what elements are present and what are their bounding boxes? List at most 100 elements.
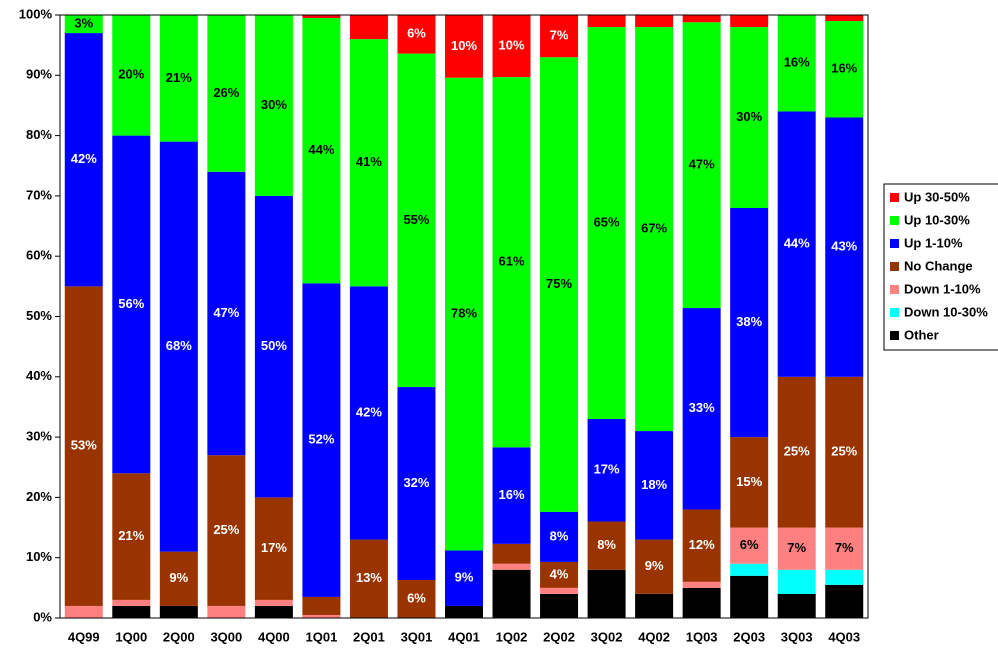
- bar-segment: [587, 27, 626, 420]
- bar-segment: [777, 376, 816, 528]
- bar-segment: [730, 27, 769, 208]
- x-tick-label: 1Q00: [115, 629, 147, 644]
- legend-label: Up 30-50%: [904, 189, 970, 204]
- data-label: 4%: [550, 566, 569, 581]
- data-label: 10%: [499, 37, 525, 52]
- bar-segment: [159, 15, 198, 142]
- data-label: 16%: [784, 55, 810, 70]
- bar-segment: [254, 605, 293, 618]
- y-tick-label: 40%: [26, 368, 52, 383]
- x-tick-label: 1Q02: [496, 629, 528, 644]
- y-tick-label: 80%: [26, 127, 52, 142]
- data-label: 16%: [831, 61, 857, 76]
- x-tick-label: 2Q00: [163, 629, 195, 644]
- bar-segment: [682, 587, 721, 618]
- bar-segment: [730, 437, 769, 528]
- bar-segment: [112, 135, 151, 474]
- legend-label: Down 10-30%: [904, 304, 988, 319]
- x-tick-label: 3Q00: [210, 629, 242, 644]
- bar-segment: [254, 15, 293, 196]
- x-tick-label: 1Q01: [306, 629, 338, 644]
- bar-segment: [825, 569, 864, 585]
- y-tick-label: 50%: [26, 308, 52, 323]
- bar-segment: [682, 308, 721, 510]
- legend-swatch: [890, 216, 899, 225]
- bar-segment: [587, 569, 626, 618]
- data-label: 32%: [403, 475, 429, 490]
- bar-segment: [207, 605, 246, 618]
- bar-segment: [682, 509, 721, 582]
- data-label: 17%: [594, 462, 620, 477]
- data-label: 12%: [689, 537, 715, 552]
- bar-segment: [64, 33, 103, 287]
- bar-segment: [682, 22, 721, 309]
- x-tick-label: 3Q02: [591, 629, 623, 644]
- bar-segment: [635, 27, 674, 432]
- bar-segment: [635, 593, 674, 618]
- data-label: 7%: [550, 28, 569, 43]
- bar-segment: [540, 57, 579, 512]
- bar-segment: [254, 599, 293, 606]
- legend-label: Down 1-10%: [904, 281, 981, 296]
- data-label: 68%: [166, 338, 192, 353]
- data-label: 25%: [784, 444, 810, 459]
- data-label: 50%: [261, 338, 287, 353]
- data-label: 53%: [71, 438, 97, 453]
- data-label: 33%: [689, 400, 715, 415]
- legend-box: [883, 183, 998, 351]
- x-tick-label: 4Q01: [448, 629, 480, 644]
- bar-segment: [254, 195, 293, 498]
- x-tick-label: 1Q03: [686, 629, 718, 644]
- bar-segment: [302, 596, 341, 615]
- bar-segment: [397, 387, 436, 581]
- bar-segment: [777, 569, 816, 594]
- data-label: 8%: [550, 528, 569, 543]
- bar-segment: [349, 539, 388, 618]
- data-label: 13%: [356, 570, 382, 585]
- bar-segment: [159, 551, 198, 606]
- bar-segment: [349, 39, 388, 287]
- data-label: 15%: [736, 474, 762, 489]
- bar-segment: [254, 497, 293, 600]
- bar-segment: [112, 473, 151, 600]
- data-label: 67%: [641, 221, 667, 236]
- bar-segment: [207, 171, 246, 456]
- data-label: 47%: [689, 157, 715, 172]
- bar-segment: [540, 15, 579, 58]
- bar-segment: [349, 286, 388, 540]
- bar-segment: [302, 15, 341, 19]
- y-tick-label: 70%: [26, 187, 52, 202]
- bar-segment: [492, 15, 531, 78]
- data-label: 30%: [261, 97, 287, 112]
- y-tick-label: 0%: [33, 609, 52, 624]
- data-label: 10%: [451, 38, 477, 53]
- y-tick-label: 10%: [26, 549, 52, 564]
- legend-label: No Change: [904, 258, 973, 273]
- legend-label: Up 10-30%: [904, 212, 970, 227]
- bar-segment: [445, 77, 483, 551]
- data-label: 7%: [787, 540, 806, 555]
- bar-segment: [397, 53, 436, 388]
- data-label: 25%: [831, 444, 857, 459]
- bar-segment: [159, 605, 198, 618]
- data-label: 56%: [118, 296, 144, 311]
- bar-segment: [207, 455, 246, 606]
- bar-segment: [635, 431, 674, 540]
- data-label: 44%: [784, 236, 810, 251]
- data-label: 41%: [356, 154, 382, 169]
- data-label: 9%: [169, 570, 188, 585]
- bar-segment: [682, 15, 721, 23]
- bar-segment: [825, 21, 864, 118]
- data-label: 75%: [546, 276, 572, 291]
- bar-segment: [159, 141, 198, 552]
- bar-segment: [397, 580, 436, 618]
- x-tick-label: 3Q03: [781, 629, 813, 644]
- data-label: 44%: [308, 142, 334, 157]
- bar-segment: [587, 419, 626, 522]
- data-label: 6%: [407, 590, 426, 605]
- bar-segment: [730, 207, 769, 438]
- data-label: 6%: [407, 26, 426, 41]
- bar-segment: [302, 18, 341, 284]
- data-label: 38%: [736, 314, 762, 329]
